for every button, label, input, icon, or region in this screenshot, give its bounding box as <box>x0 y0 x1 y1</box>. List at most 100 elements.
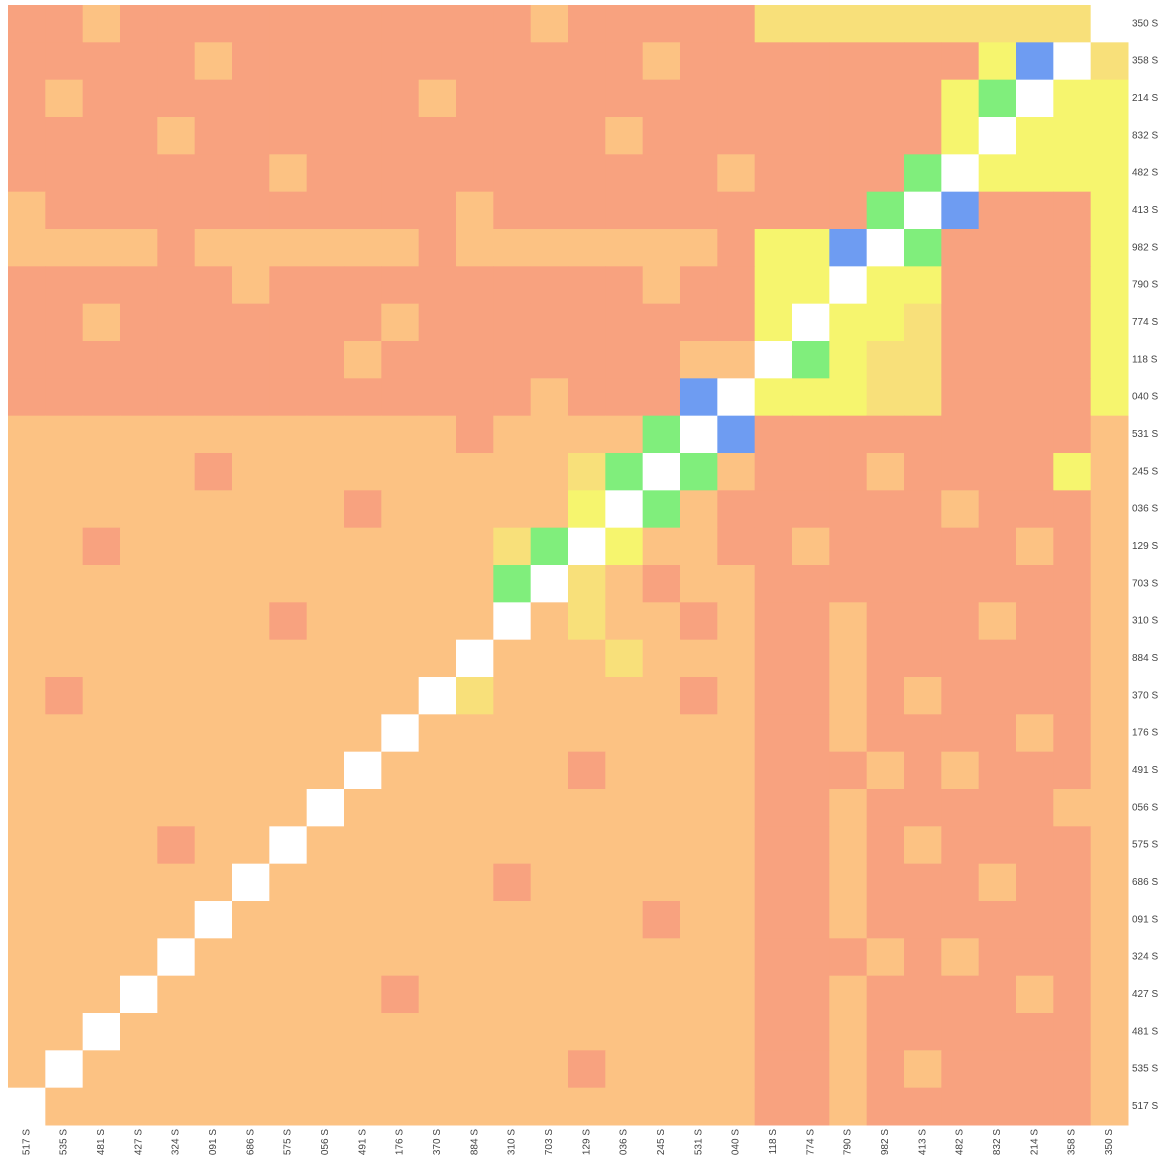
y-tick-label: 703 S <box>1132 578 1158 589</box>
cell <box>344 266 382 305</box>
cell <box>978 490 1017 529</box>
cell <box>568 938 606 977</box>
cell <box>829 938 868 977</box>
cell <box>82 303 121 342</box>
cell <box>306 527 345 566</box>
cell <box>344 229 382 267</box>
cell <box>232 453 270 491</box>
cell <box>866 789 905 827</box>
cell <box>269 527 308 566</box>
cell <box>717 826 756 865</box>
cell <box>829 1013 868 1051</box>
x-tick-label: 832 S <box>992 1129 1003 1155</box>
cell <box>456 1050 494 1089</box>
cell <box>306 1050 345 1089</box>
cell <box>680 901 718 939</box>
cell <box>754 863 793 902</box>
cell <box>866 1087 905 1126</box>
cell <box>120 117 158 155</box>
cell <box>194 1050 233 1089</box>
cell <box>306 901 345 939</box>
cell <box>829 453 868 491</box>
x-tick-label: 036 S <box>619 1129 630 1155</box>
cell <box>941 901 980 939</box>
cell <box>45 5 84 43</box>
cell <box>381 901 420 939</box>
cell <box>232 565 270 603</box>
cell <box>941 1013 980 1051</box>
cell <box>8 901 46 939</box>
cell <box>381 415 420 454</box>
cell <box>232 415 270 454</box>
cell <box>82 79 121 118</box>
cell <box>792 901 830 939</box>
cell <box>642 229 681 267</box>
cell <box>8 789 46 827</box>
cell <box>157 751 196 790</box>
cell <box>232 863 270 902</box>
cell <box>792 42 830 81</box>
cell <box>866 714 905 753</box>
cell <box>344 565 382 603</box>
cell <box>568 863 606 902</box>
cell <box>829 79 868 118</box>
cell <box>904 1013 942 1051</box>
cell <box>194 79 233 118</box>
y-tick-label: 531 S <box>1132 429 1158 440</box>
cell <box>194 303 233 342</box>
cell <box>157 453 196 491</box>
cell <box>269 677 308 715</box>
cell <box>792 341 830 379</box>
cell <box>904 975 942 1014</box>
cell <box>232 789 270 827</box>
cell <box>8 602 46 641</box>
cell <box>232 751 270 790</box>
cell <box>904 1050 942 1089</box>
y-tick-label: 245 S <box>1132 466 1158 477</box>
y-tick-label: 370 S <box>1132 690 1158 701</box>
cell <box>82 266 121 305</box>
cell <box>344 1050 382 1089</box>
cell <box>194 602 233 641</box>
cell <box>866 826 905 865</box>
cell <box>530 415 569 454</box>
cell <box>456 5 494 43</box>
cell <box>344 639 382 678</box>
cell <box>717 639 756 678</box>
cell <box>381 826 420 865</box>
cell <box>568 527 606 566</box>
cell <box>194 975 233 1014</box>
cell <box>45 901 84 939</box>
cell <box>754 639 793 678</box>
cell <box>45 42 84 81</box>
cell <box>792 266 830 305</box>
cell <box>1053 341 1092 379</box>
cell <box>194 266 233 305</box>
cell <box>680 303 718 342</box>
cell <box>941 602 980 641</box>
cell <box>232 1087 270 1126</box>
cell <box>1090 975 1129 1014</box>
y-tick-label: 832 S <box>1132 130 1158 141</box>
cell <box>1090 639 1129 678</box>
cell <box>792 975 830 1014</box>
cell <box>157 303 196 342</box>
cell <box>232 42 270 81</box>
cell <box>418 154 457 193</box>
cell <box>904 266 942 305</box>
cell <box>904 901 942 939</box>
cell <box>120 826 158 865</box>
y-tick-label: 036 S <box>1132 504 1158 515</box>
cell <box>605 751 644 790</box>
cell <box>978 565 1017 603</box>
cell <box>8 677 46 715</box>
cell <box>456 751 494 790</box>
cell <box>792 79 830 118</box>
cell <box>1090 1087 1129 1126</box>
cell <box>717 863 756 902</box>
cell <box>530 751 569 790</box>
cell <box>381 565 420 603</box>
cell <box>269 117 308 155</box>
cell <box>194 527 233 566</box>
cell <box>269 453 308 491</box>
